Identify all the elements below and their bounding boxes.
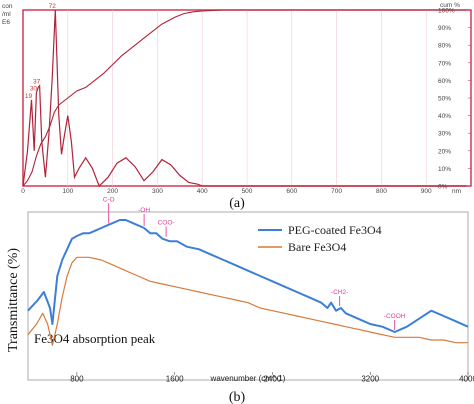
panel-a-x-tick-label: 700 bbox=[331, 188, 342, 195]
panel-a-x-tick-label: 300 bbox=[152, 188, 163, 195]
panel-b-x-tick-label: 2400 bbox=[264, 375, 282, 384]
panel-a-x-tick-label: 100 bbox=[62, 188, 73, 195]
panel-a-left-unit-bot: E6 bbox=[2, 19, 10, 26]
panel-a-y-right-tick-label: 100% bbox=[438, 8, 455, 15]
panel-b-annotation-label: -OH bbox=[138, 207, 150, 214]
panel-a-y-right-tick-label: 30% bbox=[438, 131, 451, 138]
panel-b-legend-label: PEG-coated Fe3O4 bbox=[288, 223, 382, 237]
panel-a-x-tick-label: 900 bbox=[421, 188, 432, 195]
panel-a-chart: con /ml E6 cum % nm 0 100 200 300 400 500 600 7… bbox=[0, 0, 474, 211]
panel-b-legend-label: Bare Fe3O4 bbox=[288, 240, 346, 254]
panel-a-x-tick-label: 500 bbox=[242, 188, 253, 195]
panel-a-y-right-tick-label: 50% bbox=[438, 96, 451, 103]
panel-a-peak-label: 37 bbox=[33, 79, 41, 86]
panel-a-left-unit-top: con bbox=[2, 3, 13, 10]
panel-a-x-tick-label: 200 bbox=[107, 188, 118, 195]
panel-a-y-right-tick-label: 70% bbox=[438, 60, 451, 67]
panel-b-inner-label: Fe3O4 absorption peak bbox=[34, 331, 156, 346]
panel-a-peak-label: 30 bbox=[30, 86, 38, 93]
panel-b-bare-line bbox=[27, 256, 468, 346]
panel-b-x-tick-label: 1600 bbox=[166, 375, 184, 384]
panel-a-peak-label: 72 bbox=[49, 3, 57, 10]
panel-b-annotation-label: -COOH bbox=[384, 313, 406, 320]
panel-b-x-tick-label: 4000 bbox=[459, 375, 474, 384]
panel-a-x-unit: nm bbox=[452, 188, 461, 195]
panel-b-peg-coated-line bbox=[27, 219, 469, 333]
panel-a-right-unit: cum % bbox=[440, 2, 460, 9]
panel-a-left-unit-mid: /ml bbox=[2, 11, 11, 18]
panel-a-x-tick-label: 400 bbox=[197, 188, 208, 195]
panel-b-annotation-label: COO- bbox=[158, 220, 175, 227]
panel-a-y-right-tick-label: 40% bbox=[438, 113, 451, 120]
panel-b-annotation-label: C-O bbox=[103, 196, 115, 203]
panel-a-y-right-tick-label: 90% bbox=[438, 25, 451, 32]
panel-b-x-tick-label: 3200 bbox=[361, 375, 379, 384]
panel-a-x-tick-label: 0 bbox=[21, 188, 25, 195]
panel-b-frame bbox=[27, 211, 469, 381]
panel-b-chart: Transmittance (%) wavenumber (cm^-1) Fe3… bbox=[6, 196, 474, 404]
panel-b-ylabel: Transmittance (%) bbox=[6, 248, 21, 352]
panel-b-x-tick-label: 800 bbox=[70, 375, 84, 384]
panel-a-cumulative-line bbox=[22, 9, 467, 187]
panel-b-annotation-label: -CH2- bbox=[331, 289, 348, 296]
panel-a-peak-label: 19 bbox=[25, 93, 33, 100]
panel-a-y-right-tick-label: 60% bbox=[438, 78, 451, 85]
panel-a-background bbox=[0, 0, 474, 190]
panel-a-x-tick-label: 800 bbox=[376, 188, 387, 195]
panel-a-caption: (a) bbox=[229, 196, 245, 211]
panel-a-y-right-tick-label: 80% bbox=[438, 43, 451, 50]
panel-b-xlabel: wavenumber (cm^-1) bbox=[210, 374, 286, 383]
panel-b-caption: (b) bbox=[229, 390, 246, 404]
panel-a-y-right-tick-label: 20% bbox=[438, 148, 451, 155]
panel-a-y-right-tick-label: 10% bbox=[438, 166, 451, 173]
panel-a-x-tick-label: 600 bbox=[286, 188, 297, 195]
panel-a-y-right-tick-label: 0% bbox=[438, 184, 448, 191]
